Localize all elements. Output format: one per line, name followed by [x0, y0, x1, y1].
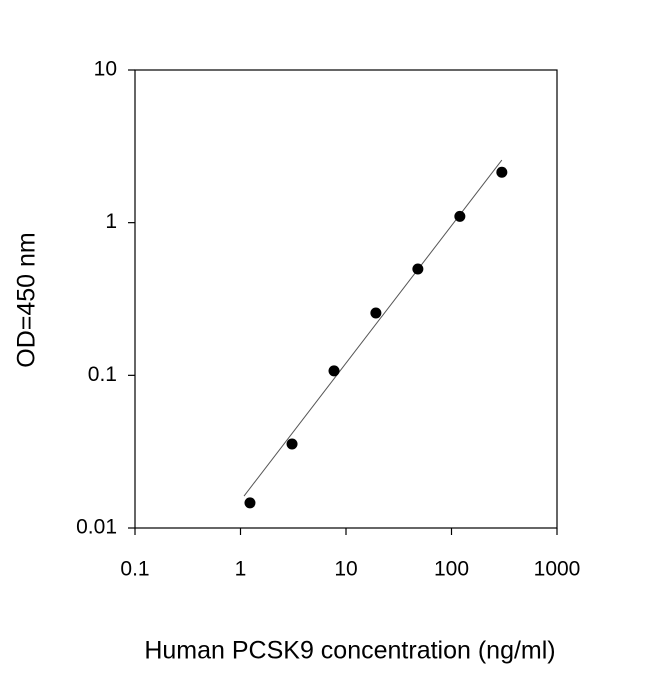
y-tick-label: 1 [105, 210, 117, 233]
y-tick-label: 0.01 [76, 516, 117, 539]
x-tick-label: 0.1 [120, 558, 149, 581]
data-point [496, 166, 508, 178]
x-tick-label: 1000 [534, 558, 581, 581]
data-point [244, 497, 256, 509]
y-tick-label: 10 [94, 58, 117, 81]
fit-line [243, 159, 503, 497]
data-point [286, 438, 298, 450]
plot-frame [134, 69, 558, 529]
data-point [370, 307, 382, 319]
data-point [328, 365, 340, 377]
x-axis-title: Human PCSK9 concentration (ng/ml) [144, 637, 555, 665]
x-tick-label: 1 [235, 558, 247, 581]
data-point [412, 263, 424, 275]
y-tick-label: 0.1 [88, 363, 117, 386]
y-axis-title: OD=450 nm [13, 232, 41, 368]
data-point [454, 210, 466, 222]
x-tick-label: 10 [334, 558, 357, 581]
x-tick-label: 100 [434, 558, 469, 581]
